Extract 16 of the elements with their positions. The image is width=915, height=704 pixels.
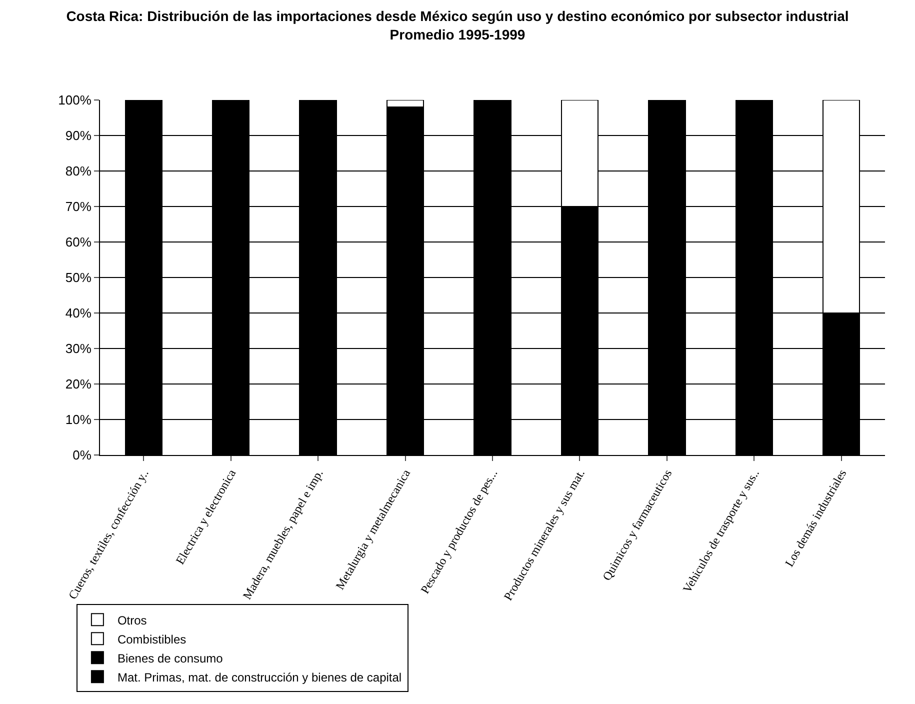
y-tick-label: 40% (65, 306, 92, 321)
y-tick-label: 30% (65, 341, 92, 356)
legend-label: Combistibles (117, 632, 186, 646)
y-tick-label: 70% (65, 199, 92, 214)
y-tick-label: 90% (65, 128, 92, 144)
legend-label: Otros (117, 613, 147, 628)
y-tick-label: 20% (65, 376, 92, 392)
y-tick-label: 10% (65, 412, 92, 428)
y-tick-label: 100% (58, 92, 92, 108)
legend-label: Mat. Primas, mat. de construcción y bienes de capital (117, 670, 402, 684)
y-tick-label: 50% (65, 270, 92, 286)
y-tick-label: 60% (65, 234, 92, 250)
y-tick-label: 80% (65, 164, 92, 179)
y-tick-label: 0% (72, 448, 92, 463)
chart-title: Costa Rica: Distribución de las importaciones desde México según uso y destino económico por subsector industrial Promedio 1995-1999 (66, 8, 849, 42)
legend-label: Bienes de consumo (117, 651, 224, 666)
